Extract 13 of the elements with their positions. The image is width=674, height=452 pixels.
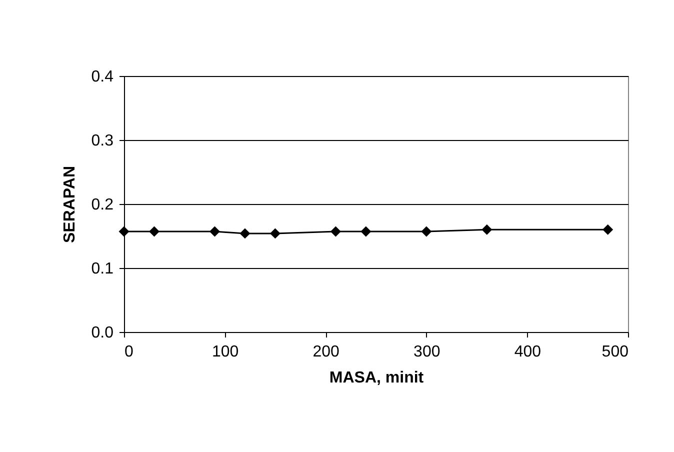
y-tick-label: 0.2: [91, 196, 114, 214]
y-tick-label: 0.3: [91, 132, 114, 150]
x-tick-label: 100: [212, 344, 239, 360]
x-axis-title: MASA, minit: [329, 370, 424, 386]
x-tick-label: 300: [414, 344, 440, 360]
y-tick-label: 0.0: [91, 324, 114, 342]
y-tick-label: 0.4: [91, 68, 114, 86]
x-tick-label: 0: [124, 344, 134, 360]
y-tick-label: 0.1: [91, 260, 114, 278]
y-axis-title: SERAPAN: [61, 166, 78, 244]
x-tick-label: 200: [312, 344, 340, 360]
x-tick-label: 500: [602, 344, 629, 360]
x-tick-label: 400: [514, 344, 542, 360]
